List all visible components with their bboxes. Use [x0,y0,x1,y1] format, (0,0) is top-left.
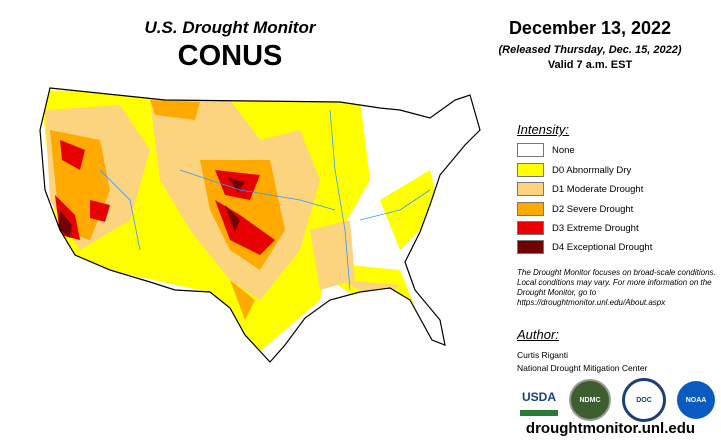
legend-swatch [517,221,544,235]
legend-swatch [517,240,544,254]
ndmc-logo: NDMC [569,379,611,421]
legend-label: D0 Abnormally Dry [552,164,632,176]
author-name: Curtis Riganti [517,350,569,360]
usda-logo: USDA [520,384,558,416]
doc-logo: DOC [622,378,666,422]
legend-label: D4 Exceptional Drought [552,241,653,253]
legend-swatch [517,143,544,157]
d4-areas [58,178,245,238]
author-info: Curtis Riganti National Drought Mitigati… [517,349,647,375]
region-title: CONUS [177,40,283,72]
legend-swatch [517,182,544,196]
legend-swatch [517,163,544,177]
legend-label: D3 Extreme Drought [552,222,639,234]
legend-item-d4: D4 Exceptional Drought [517,239,652,255]
partner-logos: USDA NDMC DOC NOAA [520,378,715,422]
legend-item-d2: D2 Severe Drought [517,201,633,217]
legend-title: Intensity: [517,122,570,137]
disclaimer-note: The Drought Monitor focuses on broad-sca… [517,268,716,307]
legend-item-none: None [517,142,575,158]
author-org: National Drought Mitigation Center [517,363,648,373]
legend-item-d0: D0 Abnormally Dry [517,162,631,178]
rivers [99,109,431,291]
legend-swatch [517,202,544,216]
footer-url[interactable]: droughtmonitor.unl.edu [525,420,696,437]
legend-item-d3: D3 Extreme Drought [517,220,639,236]
valid-time: Valid 7 a.m. EST [547,59,633,71]
legend-label: D1 Moderate Drought [552,183,644,195]
release-date: (Released Thursday, Dec. 15, 2022) [498,44,682,56]
author-title: Author: [517,327,559,342]
legend-item-d1: D1 Moderate Drought [517,181,643,197]
drought-map [39,87,481,363]
legend-label: D2 Severe Drought [552,203,634,215]
legend-label: None [552,144,575,156]
noaa-logo: NOAA [677,381,715,419]
map-title: U.S. Drought Monitor [144,18,316,37]
map-date: December 13, 2022 [508,18,672,38]
